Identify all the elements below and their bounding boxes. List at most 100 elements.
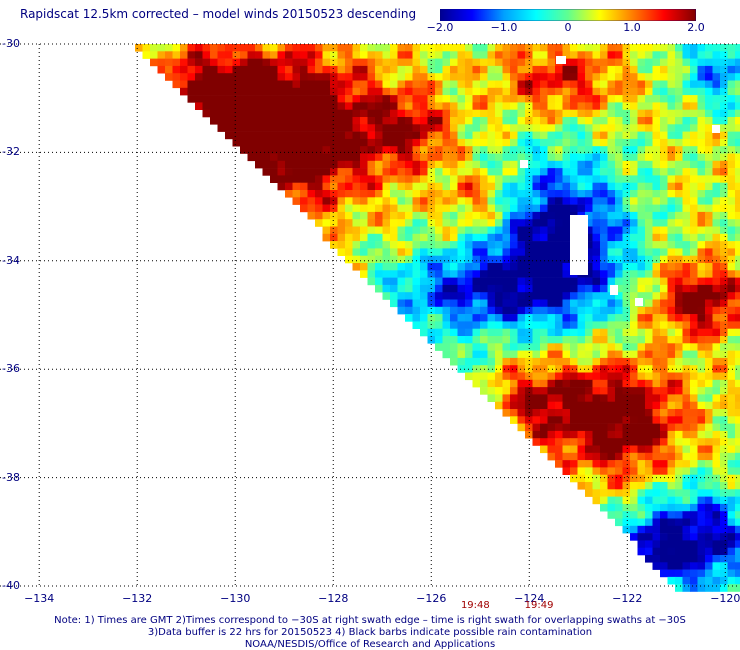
wind-cell	[240, 87, 248, 96]
wind-cell	[630, 138, 638, 147]
wind-cell	[540, 387, 548, 395]
wind-cell	[645, 190, 653, 198]
wind-cell	[360, 160, 368, 169]
wind-cell	[510, 87, 518, 96]
wind-cell	[615, 95, 623, 103]
wind-cell	[720, 153, 728, 162]
wind-cell	[727, 51, 736, 59]
wind-cell	[712, 58, 721, 67]
wind-cell	[645, 445, 653, 454]
wind-cell	[547, 445, 556, 454]
wind-cell	[690, 109, 698, 118]
wind-cell	[277, 146, 286, 154]
wind-cell	[195, 102, 203, 110]
wind-cell	[630, 489, 638, 497]
wind-cell	[442, 146, 451, 154]
wind-cell	[277, 175, 286, 183]
wind-cell	[712, 226, 721, 235]
wind-cell	[502, 168, 511, 176]
wind-cell	[420, 51, 428, 59]
wind-cell	[667, 233, 676, 242]
wind-cell	[330, 241, 338, 249]
wind-cell	[705, 576, 713, 585]
wind-cell	[577, 482, 586, 490]
wind-cell	[697, 102, 706, 110]
wind-cell	[697, 343, 706, 351]
wind-cell	[645, 299, 653, 308]
wind-cell	[735, 511, 740, 519]
wind-cell	[427, 153, 436, 162]
wind-cell	[607, 226, 616, 235]
wind-cell	[615, 102, 623, 110]
wind-cell	[465, 211, 473, 220]
wind-cell	[525, 270, 533, 278]
wind-cell	[735, 343, 740, 351]
wind-cell	[360, 204, 368, 213]
wind-cell	[382, 102, 391, 110]
wind-cell	[720, 233, 728, 242]
wind-cell	[352, 204, 361, 213]
wind-cell	[540, 343, 548, 351]
wind-cell	[495, 299, 503, 308]
wind-cell	[592, 80, 601, 89]
wind-cell	[592, 65, 601, 74]
wind-cell	[600, 241, 608, 249]
wind-cell	[517, 263, 526, 271]
wind-cell	[472, 248, 481, 256]
wind-cell	[555, 190, 563, 198]
wind-cell	[322, 204, 331, 213]
wind-cell	[570, 394, 578, 402]
wind-cell	[517, 146, 526, 154]
wind-cell	[720, 255, 728, 264]
wind-cell	[255, 153, 263, 162]
wind-cell	[382, 219, 391, 227]
wind-cell	[480, 190, 488, 198]
wind-cell	[667, 576, 676, 585]
wind-cell	[510, 409, 518, 417]
wind-cell	[420, 248, 428, 256]
wind-cell	[660, 87, 668, 96]
wind-cell	[450, 182, 458, 191]
wind-cell	[337, 73, 346, 81]
wind-cell	[727, 58, 736, 67]
wind-cell	[555, 168, 563, 176]
wind-cell	[720, 372, 728, 381]
wind-cell	[667, 190, 676, 198]
wind-cell	[720, 102, 728, 110]
wind-cell	[577, 190, 586, 198]
wind-cell	[577, 379, 586, 388]
wind-cell	[450, 117, 458, 125]
wind-cell	[225, 58, 233, 67]
wind-cell	[255, 146, 263, 154]
wind-cell	[450, 58, 458, 67]
wind-cell	[735, 533, 740, 541]
y-tick-label: -40	[2, 579, 20, 592]
wind-cell	[615, 474, 623, 483]
wind-cell	[592, 460, 601, 468]
wind-cell	[630, 387, 638, 395]
wind-cell	[712, 489, 721, 497]
wind-cell	[502, 233, 511, 242]
wind-cell	[720, 357, 728, 366]
wind-cell	[675, 503, 683, 512]
wind-cell	[442, 211, 451, 220]
wind-cell	[367, 131, 376, 140]
wind-cell	[735, 109, 740, 118]
wind-cell	[292, 87, 301, 96]
wind-cell	[637, 146, 646, 154]
wind-cell	[720, 190, 728, 198]
wind-cell	[562, 80, 571, 89]
wind-cell	[480, 277, 488, 286]
wind-cell	[630, 284, 638, 293]
wind-cell	[675, 438, 683, 446]
wind-cell	[630, 452, 638, 461]
wind-cell	[405, 314, 413, 322]
wind-cell	[675, 153, 683, 162]
wind-cell	[525, 350, 533, 359]
wind-cell	[660, 394, 668, 402]
wind-cell	[727, 131, 736, 140]
wind-cell	[480, 95, 488, 103]
wind-cell	[652, 58, 661, 67]
wind-cell	[667, 489, 676, 497]
wind-cell	[495, 292, 503, 300]
